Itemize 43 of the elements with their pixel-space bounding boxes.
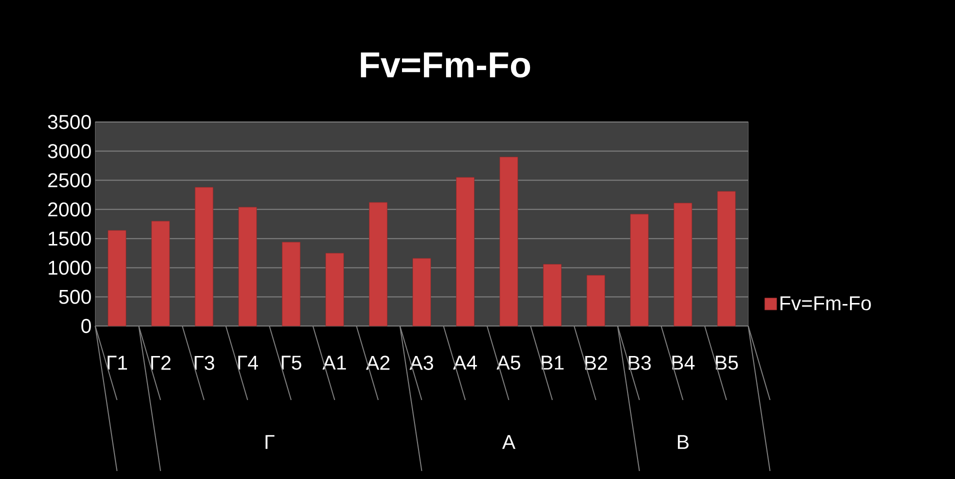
x-tick-label: А5	[496, 356, 520, 370]
bar	[456, 177, 474, 326]
bar	[717, 191, 736, 326]
y-tick-label: 1000	[48, 260, 91, 275]
x-tick-label: А4	[453, 356, 477, 370]
x-tick-label: В4	[672, 356, 695, 370]
y-tick-label: 2500	[48, 173, 91, 188]
x-tick-label: В1	[542, 356, 564, 370]
y-tick-label: 1500	[48, 231, 91, 246]
x-tick-label: Г3	[194, 356, 214, 370]
x-tick-label: Г5	[282, 356, 302, 370]
y-tick-label: 3500	[48, 114, 91, 130]
bar	[586, 275, 606, 326]
legend-label: Fv=Fm-Fo	[780, 296, 871, 310]
bar	[369, 202, 388, 326]
bar	[108, 230, 126, 326]
x-tick-label: В2	[585, 356, 608, 370]
x-tick-label: А1	[322, 356, 346, 370]
bar	[282, 242, 300, 326]
bar	[630, 214, 649, 326]
bar	[674, 202, 692, 326]
x-tick-label: В5	[716, 356, 738, 370]
bar	[194, 187, 214, 326]
text: Г	[266, 435, 274, 449]
x-tick-label: Г1	[108, 356, 128, 370]
bar	[238, 206, 257, 326]
bar	[412, 258, 431, 326]
chart-title: Fv=Fm-Fo	[360, 52, 530, 78]
y-tick-label: 2000	[48, 202, 91, 216]
y-tick-label: 0	[81, 318, 91, 334]
x-tick-label: А2	[366, 356, 390, 370]
y-tick-label: 3000	[48, 144, 91, 158]
bar	[325, 252, 344, 326]
x-tick-label: В3	[628, 356, 651, 370]
x-tick-label: А3	[410, 356, 434, 370]
bar	[500, 156, 518, 326]
text: В	[678, 435, 689, 449]
text: А	[502, 435, 516, 449]
x-tick-label: Г4	[238, 356, 258, 370]
y-tick-label: 500	[59, 290, 91, 304]
bar	[543, 264, 562, 326]
x-tick-label: Г2	[151, 356, 171, 370]
bar	[151, 220, 170, 326]
